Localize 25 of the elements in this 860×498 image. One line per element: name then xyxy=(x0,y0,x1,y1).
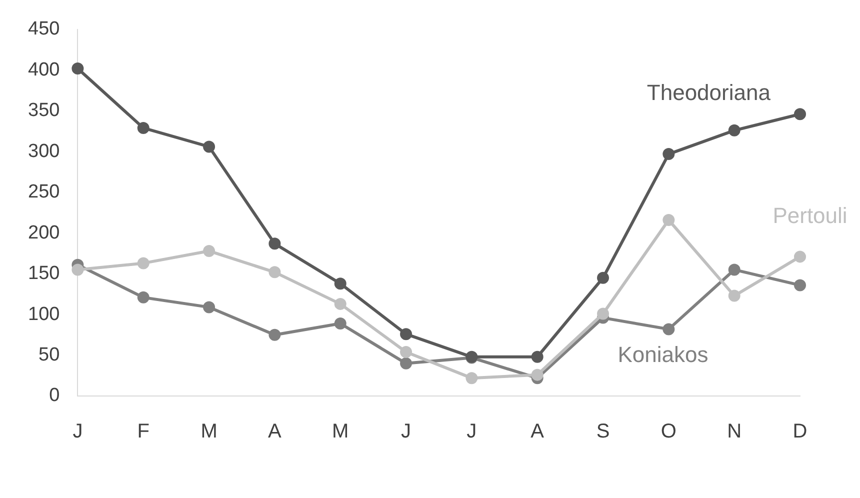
series-label: Theodoriana xyxy=(646,80,772,106)
x-tick-label: J xyxy=(466,420,477,443)
x-tick-label: J xyxy=(72,420,83,443)
series-label: Pertouli xyxy=(772,202,848,228)
x-tick-label: S xyxy=(596,420,610,443)
x-tick-label: M xyxy=(332,420,349,443)
y-tick-label: 0 xyxy=(49,385,60,406)
x-tick-label: F xyxy=(137,420,150,443)
x-tick-label: D xyxy=(792,420,808,443)
y-tick-label: 100 xyxy=(28,304,60,325)
x-tick-label: A xyxy=(530,420,545,443)
y-tick-label: 200 xyxy=(28,222,60,244)
y-tick-label: 300 xyxy=(28,140,60,162)
x-tick-label: A xyxy=(268,420,282,443)
y-tick-label: 50 xyxy=(38,344,60,366)
series-label: Koniakos xyxy=(618,342,708,367)
x-tick-label: O xyxy=(660,420,676,443)
y-tick-label: 450 xyxy=(28,18,60,40)
y-tick-label: 400 xyxy=(28,59,60,80)
y-tick-label: 250 xyxy=(28,182,60,203)
x-tick-label: J xyxy=(401,420,412,443)
y-tick-label: 350 xyxy=(28,100,60,122)
y-tick-label: 150 xyxy=(28,263,60,284)
x-tick-label: M xyxy=(200,420,218,443)
x-tick-label: N xyxy=(727,420,742,443)
